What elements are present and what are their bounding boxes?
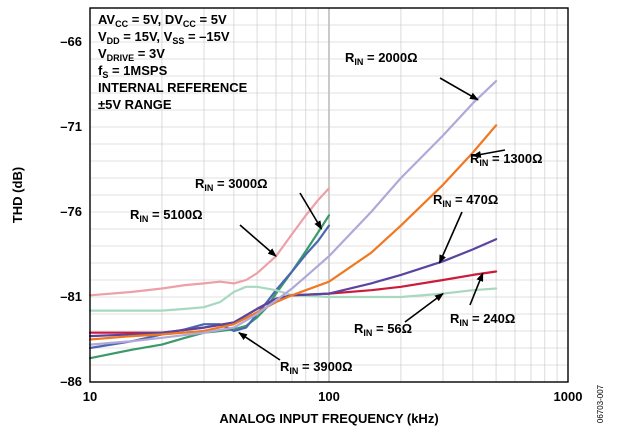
series-line [88, 270, 498, 334]
condition-line: fS = 1MSPS [98, 63, 168, 80]
y-tick-label: –86 [60, 374, 82, 389]
series-annotation: RIN = 2000Ω [345, 50, 418, 67]
series-line [88, 187, 331, 297]
plot-frame [89, 7, 569, 383]
annotations: RIN = 2000Ω RIN = 1300Ω RIN = 470Ω RIN = 30… [130, 50, 543, 376]
condition-line: INTERNAL REFERENCE [98, 80, 248, 95]
series-annotation: RIN = 56Ω [354, 321, 412, 338]
condition-line: AVCC = 5V, DVCC = 5V [98, 12, 227, 29]
series-annotation: RIN = 1300Ω [470, 151, 543, 168]
annotation-arrow [238, 332, 281, 361]
annotation-arrow [299, 192, 323, 230]
series-annotation: RIN = 240Ω [450, 311, 515, 328]
series-annotation: RIN = 5100Ω [130, 207, 203, 224]
series-annotation: RIN = 470Ω [433, 192, 498, 209]
series-annotation: RIN = 3000Ω [195, 176, 268, 193]
x-tick-label: 10 [83, 389, 97, 404]
y-tick-label: –81 [60, 289, 82, 304]
series-line [88, 285, 498, 312]
series-annotation: RIN = 3900Ω [280, 359, 353, 376]
condition-line: ±5V RANGE [98, 97, 172, 112]
annotation-arrow [239, 224, 277, 257]
x-axis-title: ANALOG INPUT FREQUENCY (kHz) [219, 411, 438, 426]
condition-line: VDRIVE = 3V [98, 46, 165, 63]
series-group [88, 80, 498, 360]
figure-id: 06703-007 [596, 384, 605, 423]
annotation-arrow [471, 149, 506, 158]
grid [90, 8, 568, 382]
series-line [88, 238, 498, 338]
y-axis-title: THD (dB) [10, 167, 25, 223]
annotation-arrow [404, 292, 444, 323]
y-tick-label: –71 [60, 119, 82, 134]
x-tick-label: 1000 [554, 389, 583, 404]
y-tick-label: –66 [60, 34, 82, 49]
condition-line: VDD = 15V, VSS = –15V [98, 29, 230, 46]
series-line [88, 124, 498, 341]
x-tick-label: 100 [318, 389, 340, 404]
annotation-arrow [438, 211, 463, 264]
annotation-arrow [439, 77, 479, 101]
y-tick-label: –76 [60, 204, 82, 219]
annotation-arrow [469, 272, 484, 306]
series-line [88, 80, 498, 346]
